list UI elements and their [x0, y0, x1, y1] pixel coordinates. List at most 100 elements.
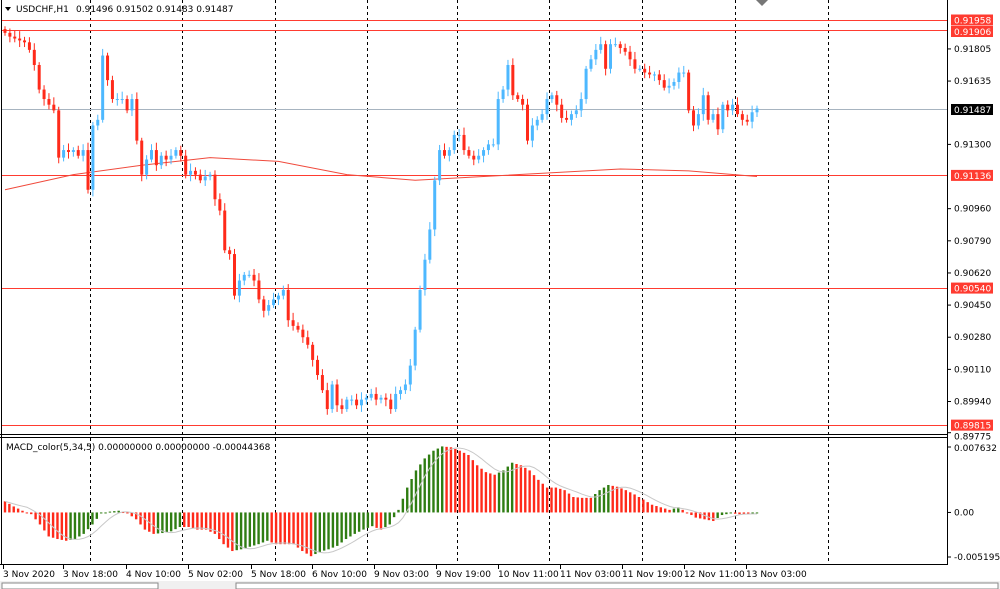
macd-bar [38, 512, 42, 525]
candle-body [394, 393, 398, 410]
macd-bar [475, 465, 479, 513]
candle-body [418, 289, 422, 330]
macd-bar [191, 512, 195, 529]
time-tick-label: 5 Nov 18:00 [251, 570, 306, 580]
macd-bar [209, 512, 212, 532]
macd-bar [694, 512, 697, 518]
candle-body [506, 64, 510, 90]
candle-body [115, 99, 119, 101]
scroll-marker-icon[interactable] [756, 0, 768, 6]
dropdown-arrow-icon[interactable] [5, 7, 11, 11]
macd-bar [178, 512, 182, 528]
horizontal-levels[interactable] [2, 20, 947, 426]
macd-bar [305, 512, 308, 554]
macd-bar [161, 512, 164, 534]
time-tick-label: 4 Nov 10:00 [126, 570, 181, 580]
macd-bar [349, 512, 352, 537]
candle-body [369, 393, 373, 398]
candle-body [110, 80, 114, 100]
level-price-tag [951, 169, 993, 181]
macd-bar [86, 512, 90, 530]
macd-bar [629, 492, 632, 513]
time-tick-label: 5 Nov 02:00 [188, 570, 243, 580]
macd-bar [344, 512, 348, 540]
candle-body [457, 134, 461, 136]
time-axis[interactable]: 3 Nov 2020 3 Nov 18:00 4 Nov 10:00 5 Nov 02… [3, 565, 807, 580]
macd-bar [65, 512, 68, 541]
moving-average-line [4, 157, 758, 191]
candle-body [482, 150, 486, 156]
macd-bar [257, 512, 260, 545]
macd-bar [99, 512, 103, 514]
price-tick-label: 0.90790 [954, 237, 991, 247]
macd-bar [222, 512, 225, 545]
candle-body [57, 110, 61, 158]
macd-bar [598, 490, 601, 513]
macd-bar [576, 497, 579, 513]
macd-bar [550, 487, 553, 513]
price-tick-label: 0.90450 [954, 301, 991, 311]
candle-body [750, 112, 754, 122]
macd-bar [742, 512, 746, 515]
macd-bar [681, 509, 684, 513]
candle-body [477, 155, 481, 160]
macd-bar [56, 512, 59, 540]
macd-bar [554, 487, 558, 513]
candle-body [42, 89, 46, 100]
macd-bar [283, 512, 287, 545]
candle-body [208, 174, 212, 177]
candle-body [403, 384, 407, 391]
macd-bar [78, 512, 81, 537]
candle-body [32, 49, 36, 65]
macd-bar [34, 512, 37, 520]
candle-body [47, 99, 51, 105]
macd-bar [419, 464, 422, 513]
macd-bar [187, 512, 190, 528]
candle-body [486, 144, 490, 151]
macd-bar [113, 511, 116, 513]
candle-body [281, 289, 285, 296]
macd-signal-line [4, 447, 757, 554]
candle-body [433, 180, 437, 230]
macd-bar [537, 479, 540, 513]
bottom-tab-1[interactable] [1, 582, 159, 589]
macd-bar [659, 507, 663, 513]
macd-bar [196, 512, 199, 530]
candle-body [462, 134, 466, 151]
moving-average [4, 157, 758, 191]
macd-bar [471, 460, 475, 513]
macd-bar [567, 493, 571, 513]
time-tick-label: 10 Nov 11:00 [498, 570, 559, 580]
time-tick-label: 11 Nov 19:00 [622, 570, 683, 580]
candle-body [164, 155, 168, 160]
macd-bar [747, 512, 750, 515]
candle-body [193, 170, 197, 175]
candle-body [320, 375, 324, 391]
candle-body [657, 74, 661, 81]
level-price-tag [951, 14, 993, 26]
candle-body [198, 174, 202, 181]
candle-body [316, 359, 320, 376]
time-tick-label: 9 Nov 19:00 [436, 570, 491, 580]
macd-bar [12, 506, 15, 513]
ohlc-values: 0.91496 0.91502 0.91483 0.91487 [76, 5, 233, 15]
candle-body [652, 74, 656, 76]
price-tick-label: 0.90960 [954, 205, 991, 215]
macd-bar [51, 512, 55, 538]
macd-bar [414, 470, 418, 513]
macd-bar [607, 485, 610, 513]
candle-body [350, 399, 354, 401]
macd-bar [340, 512, 343, 543]
macd-bar [707, 512, 711, 521]
macd-bar [152, 512, 155, 534]
time-tick-label: 12 Nov 11:00 [684, 570, 745, 580]
macd-bar [637, 497, 641, 513]
macd-bar [143, 512, 147, 530]
bottom-tab-2[interactable] [235, 582, 999, 589]
macd-bar [165, 512, 168, 533]
candle-body [540, 114, 544, 120]
candle-body [13, 36, 17, 39]
candle-body [731, 104, 735, 111]
